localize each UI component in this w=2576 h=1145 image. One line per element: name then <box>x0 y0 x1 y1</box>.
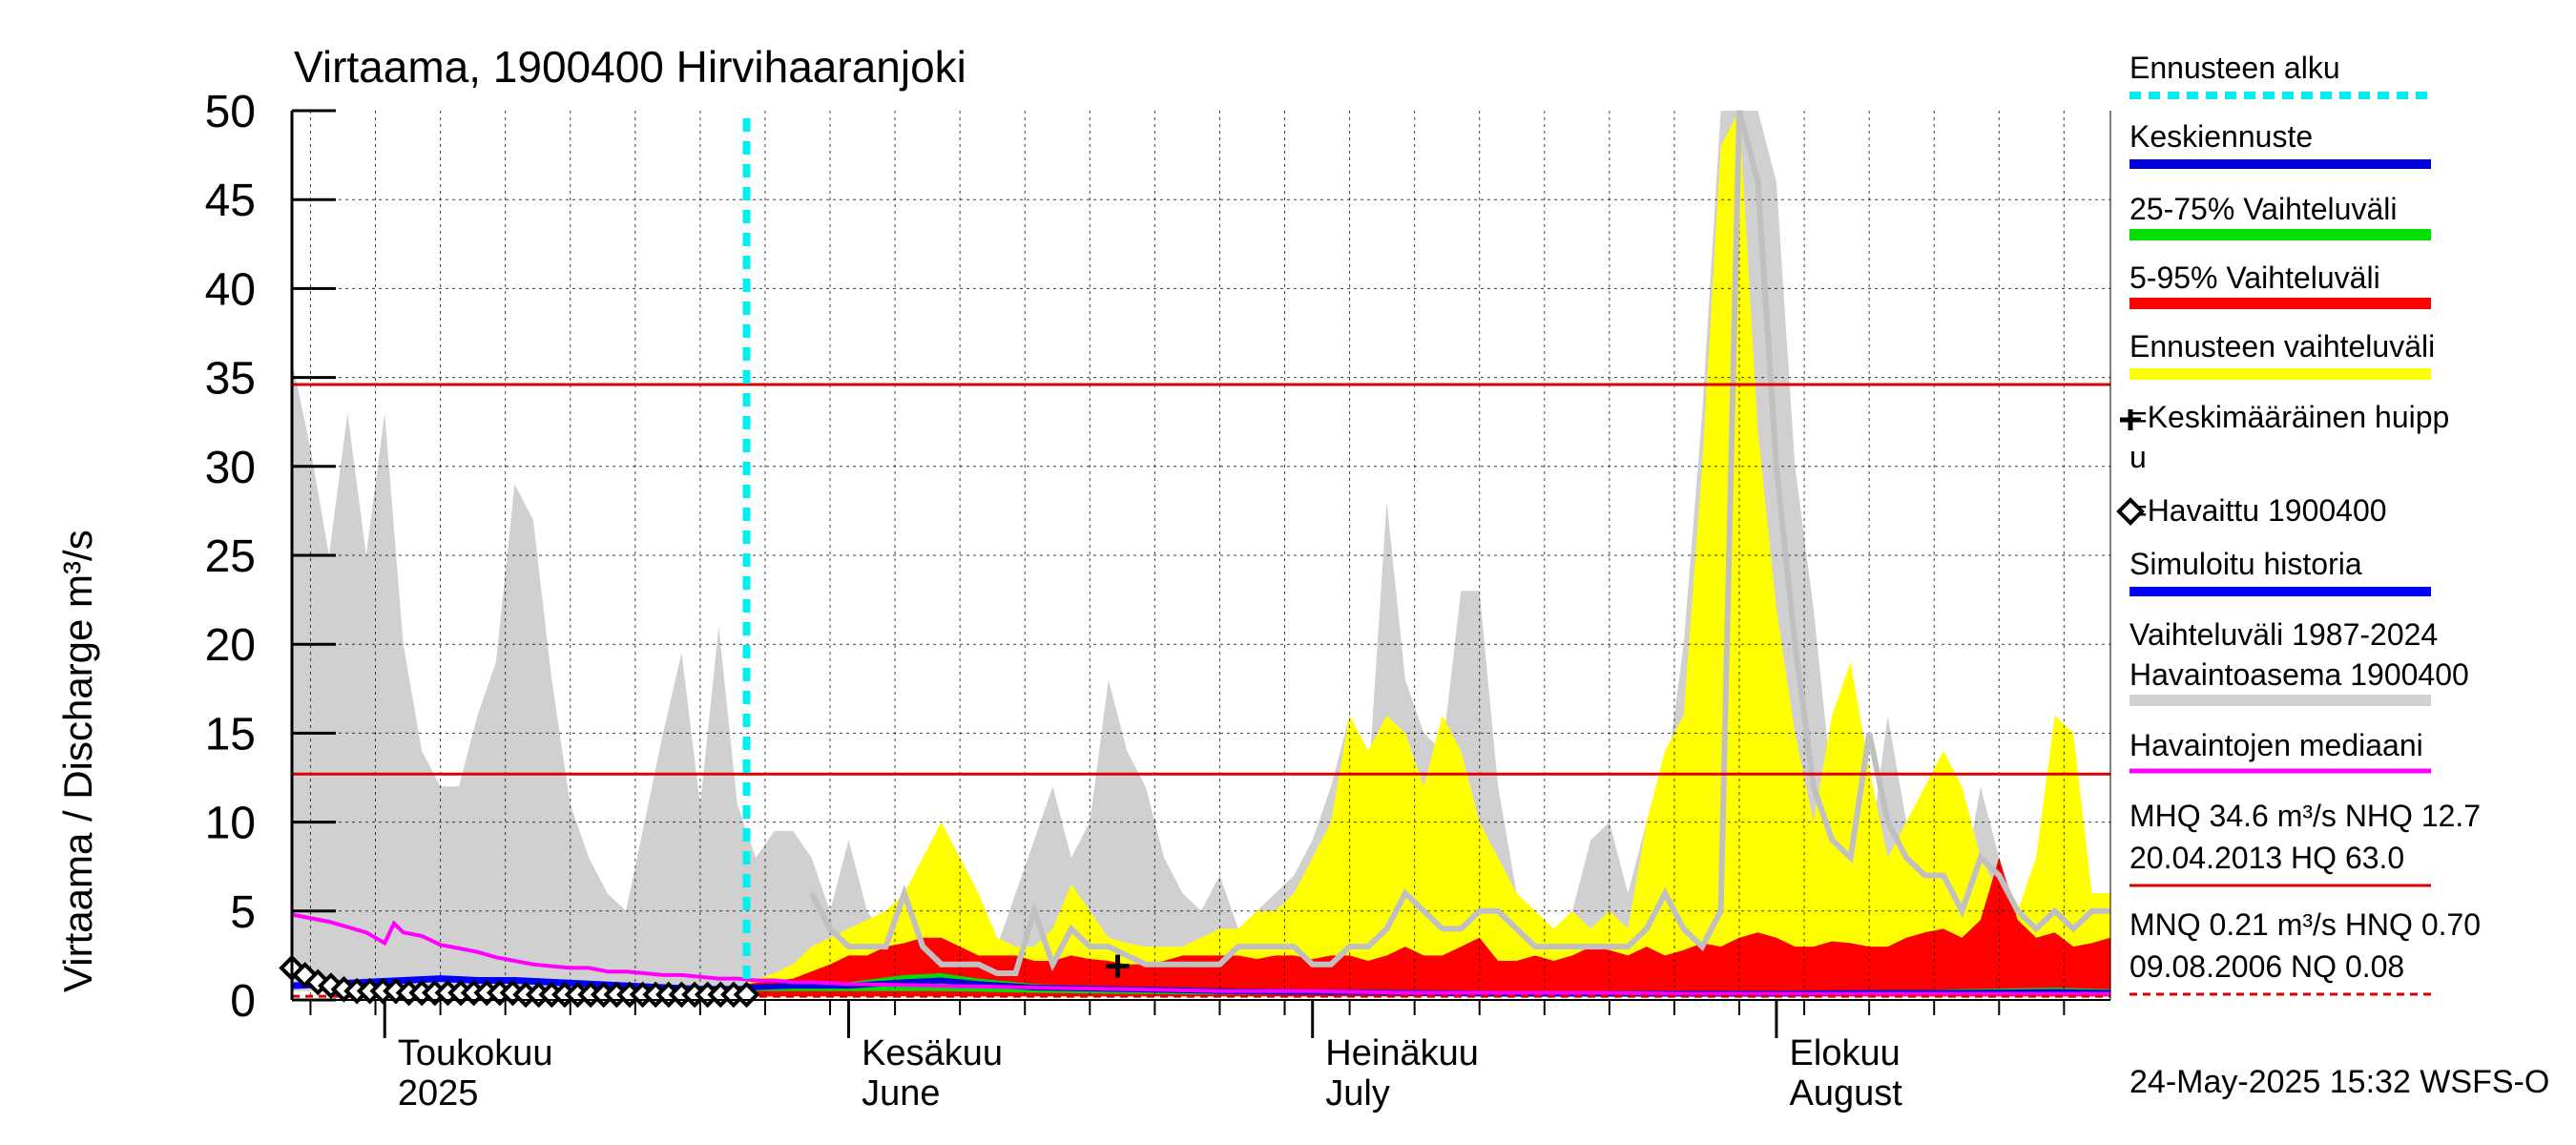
month-sublabel: July <box>1325 1073 1390 1114</box>
legend-diamond-marker <box>2116 497 2145 526</box>
legend-label: Havaintoasema 1900400 <box>2129 657 2469 692</box>
footer-timestamp: 24-May-2025 15:32 WSFS-O <box>2129 1064 2549 1100</box>
legend-label: MHQ 34.6 m³/s NHQ 12.7 <box>2129 799 2481 833</box>
p5-95-range-area <box>746 857 2110 997</box>
month-sublabel: 2025 <box>398 1073 479 1114</box>
mean-peak-marker <box>1106 954 1130 978</box>
y-tick-label: 35 <box>205 354 256 405</box>
observed-median-line <box>291 912 2110 996</box>
legend-label: 5-95% Vaihteluväli <box>2129 260 2380 295</box>
y-tick-label: 30 <box>205 443 256 493</box>
y-tick-label: 0 <box>230 976 256 1027</box>
legend-label: =Keskimääräinen huipp <box>2129 400 2449 434</box>
y-tick-label: 5 <box>230 887 256 938</box>
legend-label: 09.08.2006 NQ 0.08 <box>2129 949 2404 984</box>
observed-marker <box>291 962 319 989</box>
legend: Ennusteen alku Keskiennuste 25-75% Vaihtel… <box>2116 51 2481 996</box>
legend-label: 25-75% Vaihteluväli <box>2129 192 2397 226</box>
axes: 05101520253035404550Toukokuu2025KesäkuuJ… <box>205 87 2111 1114</box>
y-tick-label: 45 <box>205 176 256 226</box>
month-label: Elokuu <box>1790 1033 1901 1073</box>
y-tick-label: 15 <box>205 709 256 760</box>
historical-median-line <box>808 110 2110 976</box>
y-tick-label: 40 <box>205 264 256 315</box>
legend-label: =Havaittu 1900400 <box>2129 493 2387 528</box>
legend-label: MNQ 0.21 m³/s HNQ 0.70 <box>2129 907 2481 942</box>
chart-title: Virtaama, 1900400 Hirvihaaranjoki <box>294 42 966 92</box>
legend-cross-marker <box>2120 409 2141 430</box>
legend-label: Ennusteen vaihteluväli <box>2129 329 2435 364</box>
legend-label: Ennusteen alku <box>2129 51 2340 85</box>
month-label: Heinäkuu <box>1325 1033 1479 1073</box>
y-tick-label: 10 <box>205 799 256 849</box>
month-sublabel: August <box>1790 1073 1903 1114</box>
month-sublabel: June <box>862 1073 940 1114</box>
legend-label: 20.04.2013 HQ 63.0 <box>2129 841 2404 875</box>
legend-label: Simuloitu historia <box>2129 547 2362 581</box>
y-tick-label: 20 <box>205 620 256 671</box>
grid-lines <box>292 111 2110 1000</box>
y-tick-label: 50 <box>205 87 256 137</box>
legend-label: u <box>2129 440 2147 474</box>
y-tick-label: 25 <box>205 531 256 582</box>
legend-label: Keskiennuste <box>2129 119 2313 154</box>
legend-label: Havaintojen mediaani <box>2129 728 2423 762</box>
month-label: Kesäkuu <box>862 1033 1003 1073</box>
month-label: Toukokuu <box>398 1033 553 1073</box>
legend-label: Vaihteluväli 1987-2024 <box>2129 617 2438 652</box>
y-axis-label: Virtaama / Discharge m³/s <box>55 530 100 992</box>
